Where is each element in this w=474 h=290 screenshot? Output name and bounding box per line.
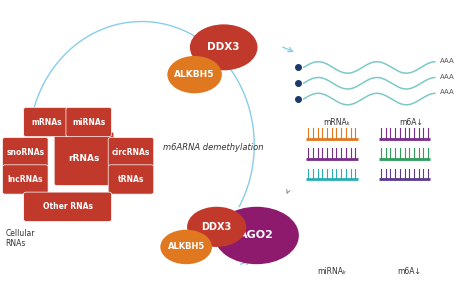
Ellipse shape <box>187 207 246 247</box>
Ellipse shape <box>167 56 222 93</box>
FancyBboxPatch shape <box>2 165 48 194</box>
Text: DDX3: DDX3 <box>201 222 232 232</box>
FancyBboxPatch shape <box>108 165 154 194</box>
FancyBboxPatch shape <box>2 137 48 167</box>
Text: m6A↓: m6A↓ <box>400 117 423 126</box>
Text: ALKBH5: ALKBH5 <box>167 242 205 251</box>
Text: m6ARNA demethylation: m6ARNA demethylation <box>163 143 263 152</box>
FancyBboxPatch shape <box>24 192 111 221</box>
Text: AGO2: AGO2 <box>239 231 274 240</box>
Text: miRNAₖ: miRNAₖ <box>317 267 346 276</box>
Text: Other RNAs: Other RNAs <box>43 202 92 211</box>
Text: AAA: AAA <box>440 74 455 80</box>
Text: mRNAs: mRNAs <box>31 117 62 126</box>
Text: AAA: AAA <box>440 58 455 64</box>
FancyBboxPatch shape <box>24 107 69 137</box>
Text: DDX3: DDX3 <box>208 42 240 52</box>
FancyBboxPatch shape <box>108 137 154 167</box>
Text: miRNAs: miRNAs <box>72 117 105 126</box>
Ellipse shape <box>214 207 299 264</box>
Ellipse shape <box>190 24 257 70</box>
Ellipse shape <box>160 230 212 264</box>
FancyBboxPatch shape <box>66 107 111 137</box>
Text: m6A↓: m6A↓ <box>397 267 421 276</box>
Text: tRNAs: tRNAs <box>118 175 144 184</box>
Text: ALKBH5: ALKBH5 <box>174 70 215 79</box>
Text: rRNAs: rRNAs <box>68 154 100 163</box>
Text: lncRNAs: lncRNAs <box>8 175 43 184</box>
Text: AAA: AAA <box>440 89 455 95</box>
FancyBboxPatch shape <box>54 132 114 186</box>
Text: Cellular
RNAs: Cellular RNAs <box>5 229 35 248</box>
Text: mRNAₖ: mRNAₖ <box>323 117 350 126</box>
Text: snoRNAs: snoRNAs <box>6 148 45 157</box>
Text: circRNAs: circRNAs <box>112 148 150 157</box>
